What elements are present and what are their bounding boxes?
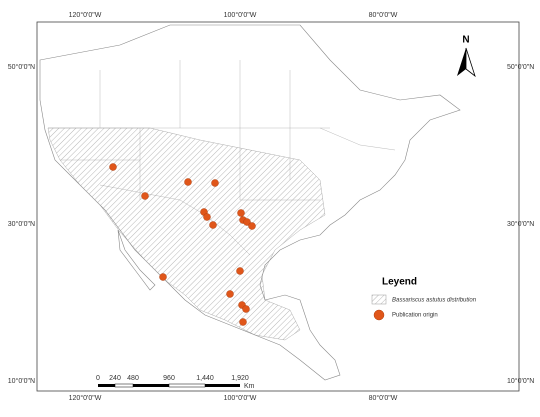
graticule-label: 80°0'0"W	[369, 11, 398, 19]
point	[242, 305, 250, 313]
legend-swatch	[371, 294, 387, 305]
graticule-label: 30°0'0"N	[507, 220, 534, 228]
north-arrow: N	[457, 35, 476, 78]
point	[203, 213, 211, 221]
scale-label: 240	[109, 375, 121, 382]
legend-swatch	[373, 309, 385, 321]
distribution-area	[47, 127, 326, 341]
graticule-label: 50°0'0"N	[8, 63, 35, 71]
graticule-label: 10°0'0"N	[507, 377, 534, 385]
graticule-label: 120°0'0"W	[69, 394, 102, 402]
graticule-label: 80°0'0"W	[369, 394, 398, 402]
point	[239, 318, 247, 326]
point	[109, 163, 117, 171]
legend: Leyend Bassariscus astutus distribution …	[371, 277, 477, 321]
point	[226, 290, 234, 298]
graticule-label: 10°0'0"N	[8, 377, 35, 385]
scale-label: 480	[127, 375, 139, 382]
graticule-label: 100°0'0"W	[224, 11, 257, 19]
scale-label: 1,920	[231, 375, 249, 382]
scale-label: 0	[96, 375, 100, 382]
point	[237, 209, 245, 217]
legend-title: Leyend	[382, 277, 417, 288]
point	[248, 222, 256, 230]
north-label: N	[462, 35, 469, 46]
graticule-label: 100°0'0"W	[224, 394, 257, 402]
point	[141, 192, 149, 200]
point	[159, 273, 167, 281]
scale-label: 960	[163, 375, 175, 382]
point	[209, 221, 217, 229]
scale-label: 1,440	[196, 375, 214, 382]
publication-points	[109, 163, 256, 326]
point	[243, 218, 251, 226]
scale-bar: 0 240 480 960 1,440 1,920 Km	[96, 375, 255, 390]
legend-item: Bassariscus astutus distribution	[392, 298, 477, 304]
legend-item: Publication origin	[392, 313, 438, 319]
point	[236, 267, 244, 275]
graticule-label: 120°0'0"W	[69, 11, 102, 19]
graticule-label: 30°0'0"N	[8, 220, 35, 228]
scale-unit: Km	[244, 383, 255, 390]
point	[211, 179, 219, 187]
point	[184, 178, 192, 186]
graticule-label: 50°0'0"N	[507, 63, 534, 71]
